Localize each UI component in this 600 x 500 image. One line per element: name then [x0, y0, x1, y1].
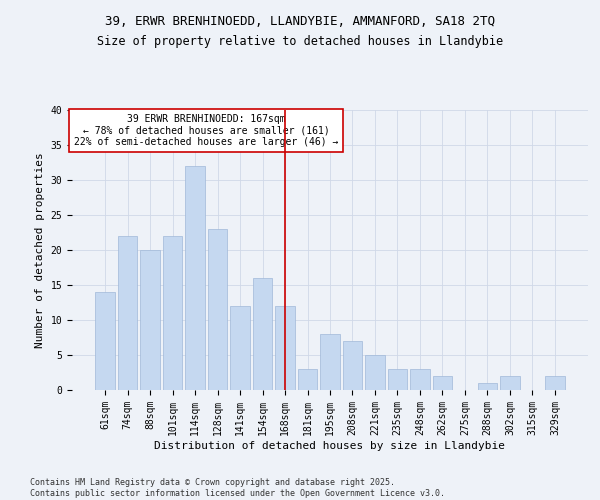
Bar — [500, 376, 520, 390]
Bar — [118, 236, 137, 390]
Bar — [365, 355, 385, 390]
Text: Size of property relative to detached houses in Llandybie: Size of property relative to detached ho… — [97, 35, 503, 48]
Bar — [478, 383, 497, 390]
Bar — [253, 278, 272, 390]
Bar — [388, 369, 407, 390]
Bar — [545, 376, 565, 390]
Bar — [208, 229, 227, 390]
Text: 39 ERWR BRENHINOEDD: 167sqm
← 78% of detached houses are smaller (161)
22% of se: 39 ERWR BRENHINOEDD: 167sqm ← 78% of det… — [74, 114, 338, 146]
Bar — [410, 369, 430, 390]
Bar — [185, 166, 205, 390]
Bar — [298, 369, 317, 390]
Bar — [343, 341, 362, 390]
Text: 39, ERWR BRENHINOEDD, LLANDYBIE, AMMANFORD, SA18 2TQ: 39, ERWR BRENHINOEDD, LLANDYBIE, AMMANFO… — [105, 15, 495, 28]
Bar — [320, 334, 340, 390]
Bar — [140, 250, 160, 390]
Bar — [433, 376, 452, 390]
Bar — [95, 292, 115, 390]
X-axis label: Distribution of detached houses by size in Llandybie: Distribution of detached houses by size … — [155, 440, 505, 450]
Bar — [230, 306, 250, 390]
Bar — [163, 236, 182, 390]
Y-axis label: Number of detached properties: Number of detached properties — [35, 152, 45, 348]
Text: Contains HM Land Registry data © Crown copyright and database right 2025.
Contai: Contains HM Land Registry data © Crown c… — [30, 478, 445, 498]
Bar — [275, 306, 295, 390]
